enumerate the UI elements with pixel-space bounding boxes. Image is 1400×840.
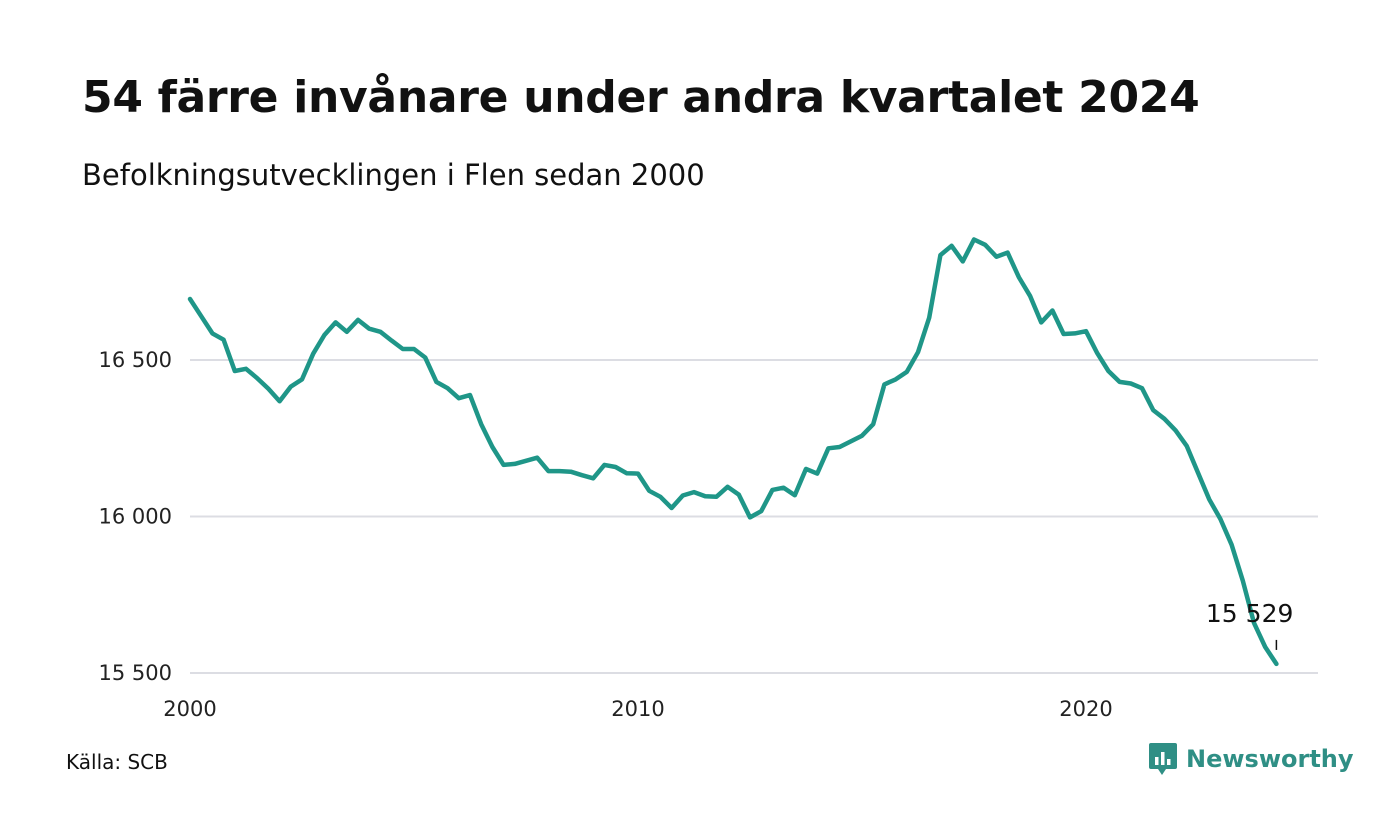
page-title: 54 färre invånare under andra kvartalet …	[82, 72, 1200, 123]
x-tick-label: 2000	[163, 697, 216, 721]
source-note: Källa: SCB	[66, 750, 168, 774]
x-axis: 2000 2010 2020	[163, 697, 1112, 721]
chart-bubble-icon	[1149, 743, 1177, 775]
x-tick-label: 2020	[1059, 697, 1112, 721]
series-layer	[187, 237, 1279, 667]
y-tick-label: 16 500	[99, 348, 172, 372]
end-value-label: 15 529	[1206, 599, 1293, 628]
brand-logo: Newsworthy	[1148, 742, 1354, 776]
annotations: 15 529	[1206, 599, 1293, 650]
series-line	[187, 237, 1279, 667]
y-axis: 15 500 16 000 16 500	[99, 348, 172, 685]
chart-subtitle: Befolkningsutvecklingen i Flen sedan 200…	[82, 158, 705, 192]
y-tick-label: 16 000	[99, 505, 172, 529]
x-tick-label: 2010	[611, 697, 664, 721]
brand-name: Newsworthy	[1186, 745, 1354, 773]
y-tick-label: 15 500	[99, 661, 172, 685]
